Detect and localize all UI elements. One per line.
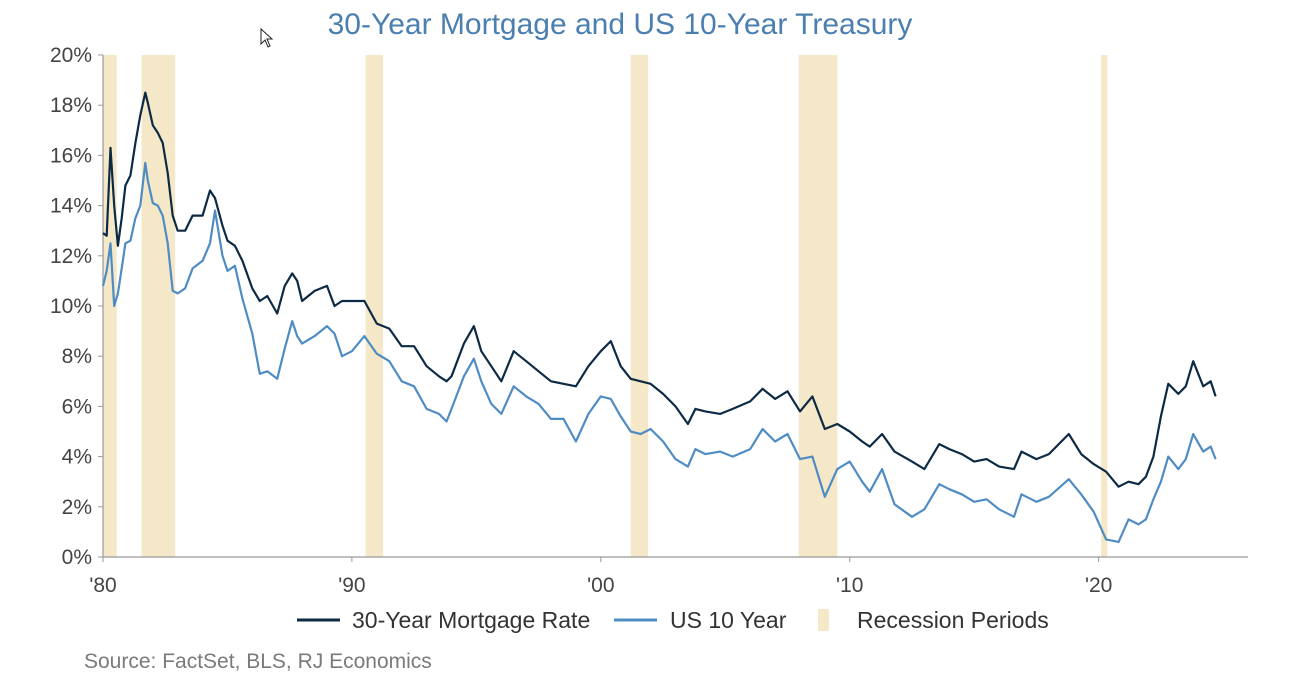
x-tick-label: '90: [338, 574, 365, 597]
mouse-cursor-icon: [260, 28, 274, 48]
recession-band: [141, 55, 176, 557]
x-ticks: '80 '90 '00 '10 '20: [89, 557, 1112, 597]
y-tick-label: 12%: [50, 245, 92, 268]
recession-band: [365, 55, 384, 557]
y-ticks: 0% 2% 4% 6% 8% 10% 12% 14% 16% 18% 20%: [50, 44, 103, 569]
series-lines: [101, 91, 1217, 544]
legend: 30-Year Mortgage Rate US 10 Year Recessi…: [297, 607, 1049, 633]
x-tick-label: '80: [89, 574, 116, 597]
x-tick-label: '00: [587, 574, 614, 597]
recession-bands: [103, 55, 1108, 557]
mortgage-rate-line: [102, 91, 1217, 488]
source-note: Source: FactSet, BLS, RJ Economics: [84, 650, 432, 673]
y-tick-label: 10%: [50, 295, 92, 318]
y-tick-label: 14%: [50, 195, 92, 218]
treasury-10y-line: [101, 161, 1217, 544]
y-tick-label: 6%: [62, 395, 92, 418]
y-tick-label: 20%: [50, 44, 92, 67]
x-tick-label: '20: [1085, 574, 1112, 597]
y-tick-label: 18%: [50, 94, 92, 117]
x-tick-label: '10: [836, 574, 863, 597]
legend-label-mortgage: 30-Year Mortgage Rate: [352, 607, 590, 633]
chart-title: 30-Year Mortgage and US 10-Year Treasury: [327, 8, 913, 41]
y-tick-label: 8%: [62, 345, 92, 368]
legend-label-recession: Recession Periods: [857, 607, 1049, 633]
y-tick-label: 16%: [50, 144, 92, 167]
recession-band: [630, 55, 649, 557]
legend-label-treasury: US 10 Year: [670, 607, 787, 633]
y-tick-label: 2%: [62, 496, 92, 519]
axes: [102, 55, 1248, 558]
y-tick-label: 4%: [62, 446, 92, 469]
recession-band: [1101, 55, 1108, 557]
y-tick-label: 0%: [62, 546, 92, 569]
legend-swatch-recession: [818, 609, 829, 631]
